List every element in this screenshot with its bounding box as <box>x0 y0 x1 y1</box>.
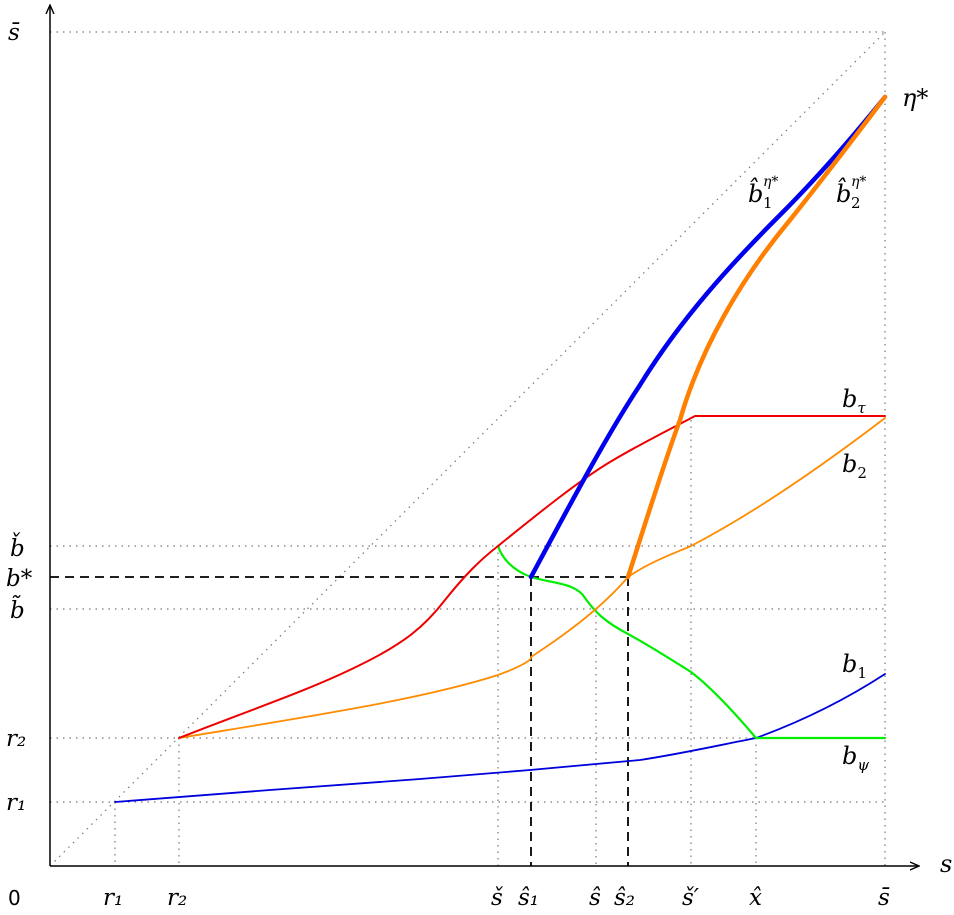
x-tick-labels: r₁ r₂ š ŝ₁ ŝ ŝ₂ š′ x̂ s̄ <box>103 885 890 911</box>
label-b-hat-2: b̂2 η* <box>836 174 866 212</box>
x-tick-s-hat-1: ŝ₁ <box>518 885 539 911</box>
label-eta-star: η* <box>902 84 928 112</box>
y-tick-r1: r₁ <box>6 790 26 816</box>
b-star-dashed-lines <box>50 577 628 866</box>
y-tick-b-check: b̌ <box>10 533 25 562</box>
label-b-hat-1-sub: 1 <box>763 194 773 212</box>
x-tick-x-hat: x̂ <box>749 885 762 911</box>
y-tick-r2: r₂ <box>6 726 26 752</box>
label-b-1-base: b <box>842 650 857 678</box>
label-b-hat-2-base: b̂ <box>836 177 851 208</box>
label-b-psi-base: b <box>842 742 857 770</box>
label-b-tau-base: b <box>842 385 857 413</box>
x-tick-s-check: š <box>491 885 504 911</box>
label-b-hat-2-sub: 2 <box>851 194 861 212</box>
y-tick-b-star: b* <box>6 566 33 592</box>
y-tick-s-bar: s̄ <box>8 20 20 46</box>
label-b-1-sub: 1 <box>857 664 867 682</box>
guide-lines <box>50 32 885 866</box>
x-tick-s-check-prime: š′ <box>682 885 700 911</box>
diagonal-45-line <box>50 32 885 866</box>
label-b-tau-sub: τ <box>857 399 866 417</box>
label-b-2: b2 <box>842 450 867 482</box>
x-axis-label: s <box>940 850 952 878</box>
label-b-1: b1 <box>842 650 867 682</box>
label-b-hat-1-base: b̂ <box>748 177 763 208</box>
label-b-hat-1-sup: η* <box>763 174 778 190</box>
label-b-2-base: b <box>842 450 857 478</box>
x-tick-s-hat-2: ŝ₂ <box>614 885 635 911</box>
label-b-psi-sub: ψ <box>857 756 869 774</box>
curve-b-hat-2-eta-star <box>628 97 885 577</box>
x-tick-r2: r₂ <box>167 885 187 911</box>
y-tick-b-tilde: b̃ <box>10 594 25 624</box>
label-b-hat-1: b̂1 η* <box>748 174 778 212</box>
label-b-2-sub: 2 <box>857 464 867 482</box>
label-b-hat-2-sup: η* <box>851 174 866 190</box>
label-b-psi: bψ <box>842 742 869 774</box>
y-tick-labels: s̄ b̌ b* b̃ r₂ r₁ <box>6 20 33 816</box>
label-b-tau: bτ <box>842 385 866 417</box>
x-tick-s-hat: ŝ <box>589 885 601 911</box>
x-tick-r1: r₁ <box>103 885 123 911</box>
origin-label: 0 <box>8 886 21 910</box>
x-tick-s-bar: s̄ <box>878 885 890 911</box>
